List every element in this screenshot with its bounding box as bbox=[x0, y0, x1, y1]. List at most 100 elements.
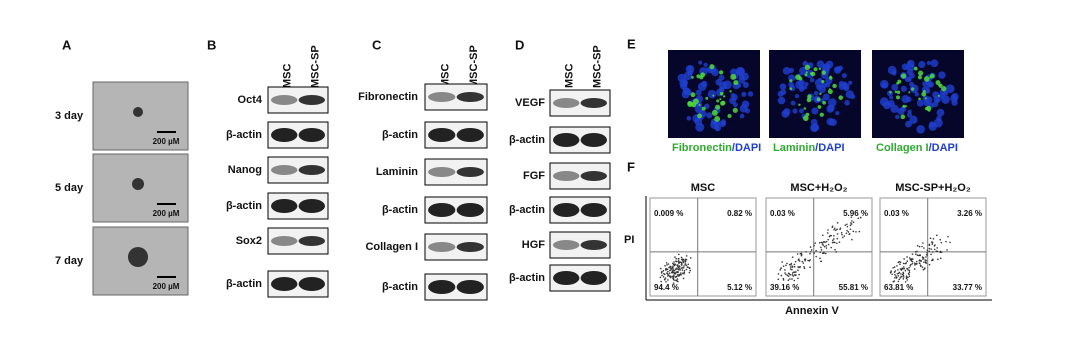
event-dot bbox=[667, 270, 669, 273]
event-dot bbox=[899, 276, 902, 279]
stain bbox=[818, 67, 822, 70]
row-label: VEGF bbox=[515, 97, 545, 109]
event-dot bbox=[820, 249, 823, 251]
stain bbox=[937, 94, 940, 97]
event-dot bbox=[842, 236, 844, 239]
event-dot bbox=[897, 269, 899, 271]
event-dot bbox=[659, 276, 662, 279]
event-dot bbox=[922, 258, 924, 260]
counterstain-name: /DAPI bbox=[929, 142, 958, 154]
event-dot bbox=[822, 244, 825, 246]
row-label: β-actin bbox=[226, 129, 262, 141]
event-dot bbox=[823, 245, 826, 248]
quadrant-value: 0.82 % bbox=[727, 209, 752, 218]
event-dot bbox=[667, 279, 669, 281]
event-dot bbox=[791, 256, 794, 258]
event-dot bbox=[904, 269, 907, 272]
event-dot bbox=[792, 275, 795, 277]
event-dot bbox=[896, 265, 898, 267]
event-dot bbox=[666, 264, 668, 266]
band bbox=[271, 236, 298, 246]
event-dot bbox=[677, 270, 679, 273]
event-dot bbox=[846, 225, 849, 228]
event-dot bbox=[834, 248, 836, 251]
nucleus bbox=[927, 81, 934, 88]
event-dot bbox=[678, 273, 680, 276]
event-dot bbox=[780, 267, 782, 269]
event-dot bbox=[926, 249, 929, 252]
nucleus bbox=[918, 60, 926, 69]
event-dot bbox=[902, 276, 905, 278]
event-dot bbox=[919, 259, 921, 262]
event-dot bbox=[791, 265, 794, 268]
event-dot bbox=[669, 276, 672, 279]
nucleus bbox=[811, 107, 819, 115]
event-dot bbox=[889, 272, 892, 274]
event-dot bbox=[675, 276, 677, 278]
event-dot bbox=[907, 272, 910, 275]
event-dot bbox=[931, 251, 934, 253]
event-dot bbox=[675, 258, 678, 260]
event-dot bbox=[915, 253, 917, 255]
event-dot bbox=[677, 268, 680, 270]
event-dot bbox=[663, 278, 666, 281]
event-dot bbox=[820, 246, 822, 249]
event-dot bbox=[827, 243, 830, 246]
event-dot bbox=[668, 266, 670, 269]
event-dot bbox=[820, 241, 823, 244]
event-dot bbox=[858, 230, 861, 233]
event-dot bbox=[908, 271, 911, 274]
event-dot bbox=[666, 268, 668, 271]
column-label: MSC bbox=[564, 64, 576, 89]
event-dot bbox=[840, 232, 843, 234]
event-dot bbox=[903, 258, 905, 260]
event-dot bbox=[931, 241, 933, 243]
event-dot bbox=[911, 262, 914, 265]
event-dot bbox=[678, 253, 680, 256]
event-dot bbox=[940, 251, 943, 253]
event-dot bbox=[793, 279, 796, 282]
event-dot bbox=[780, 274, 783, 277]
event-dot bbox=[919, 265, 922, 268]
event-dot bbox=[827, 238, 829, 241]
nucleus bbox=[810, 123, 819, 133]
event-dot bbox=[789, 273, 792, 276]
event-dot bbox=[672, 279, 675, 281]
event-dot bbox=[895, 277, 898, 279]
nucleus bbox=[926, 60, 931, 66]
nucleus bbox=[904, 76, 910, 82]
event-dot bbox=[813, 244, 815, 247]
event-dot bbox=[809, 252, 811, 255]
stain bbox=[894, 90, 898, 94]
event-dot bbox=[898, 278, 901, 281]
event-dot bbox=[679, 269, 682, 271]
nucleus bbox=[945, 84, 955, 94]
event-dot bbox=[810, 251, 812, 253]
event-dot bbox=[659, 267, 662, 270]
stain bbox=[900, 73, 907, 79]
stain bbox=[889, 90, 892, 94]
event-dot bbox=[668, 275, 671, 278]
event-dot bbox=[833, 235, 835, 237]
stain bbox=[719, 91, 724, 96]
nucleus bbox=[695, 122, 705, 132]
event-dot bbox=[895, 275, 897, 277]
event-dot bbox=[804, 258, 807, 260]
event-dot bbox=[672, 275, 675, 278]
event-dot bbox=[667, 275, 669, 277]
nucleus bbox=[777, 96, 786, 105]
stain bbox=[700, 72, 706, 78]
nucleus bbox=[827, 104, 835, 112]
event-dot bbox=[666, 272, 668, 274]
panel-label: A bbox=[62, 37, 72, 52]
nucleus bbox=[788, 81, 795, 88]
event-dot bbox=[672, 266, 674, 269]
event-dot bbox=[689, 269, 692, 272]
nucleus bbox=[924, 96, 933, 104]
event-dot bbox=[899, 268, 902, 270]
nucleus bbox=[683, 71, 693, 81]
plot-frame bbox=[879, 197, 987, 297]
event-dot bbox=[680, 274, 683, 276]
stain bbox=[718, 70, 724, 75]
